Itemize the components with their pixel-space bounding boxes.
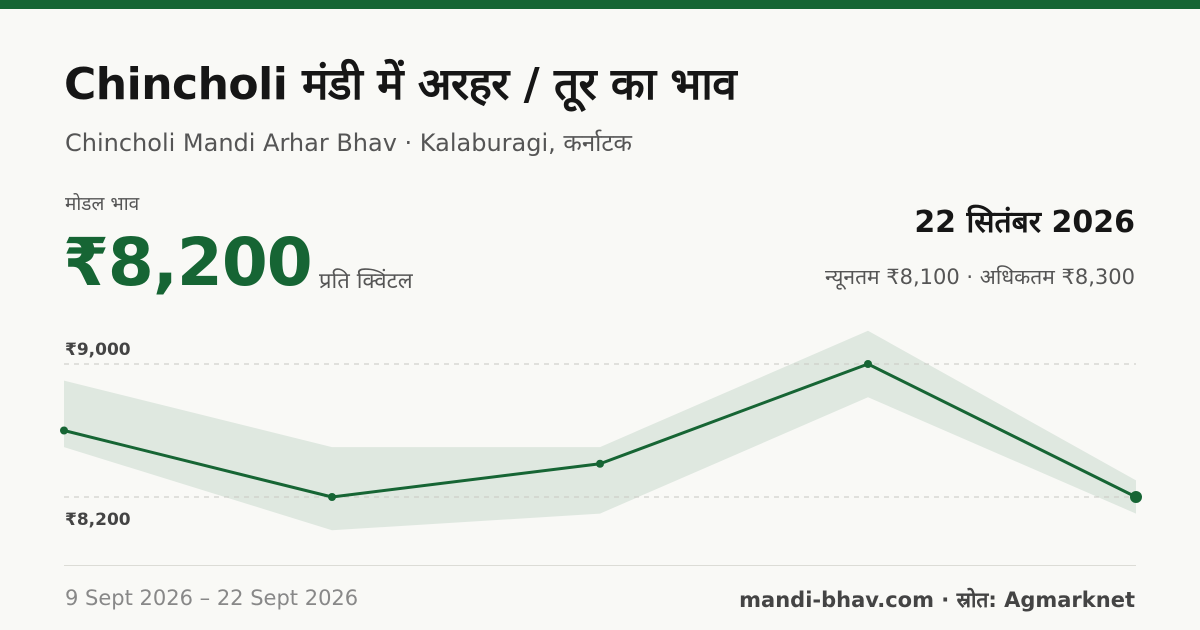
modal-price-label: मोडल भाव — [65, 193, 140, 215]
page-subtitle: Chincholi Mandi Arhar Bhav · Kalaburagi,… — [65, 129, 632, 157]
gridline-label: ₹8,200 — [65, 510, 131, 530]
min-max-range: न्यूनतम ₹8,100 · अधिकतम ₹8,300 — [825, 265, 1135, 289]
date-range: 9 Sept 2026 – 22 Sept 2026 — [65, 586, 359, 610]
price-point — [328, 493, 336, 501]
price-point — [60, 426, 68, 435]
page-title: Chincholi मंडी में अरहर / तूर का भाव — [64, 59, 737, 110]
price-point — [596, 459, 604, 468]
price-date: 22 सितंबर 2026 — [914, 205, 1135, 240]
latest-price-point — [1130, 491, 1142, 503]
min-max-band — [64, 330, 1136, 531]
modal-price-value: ₹8,200 — [63, 224, 313, 301]
price-unit: प्रति क्विंटल — [319, 269, 413, 294]
price-point — [864, 360, 872, 368]
top-accent-bar — [0, 0, 1200, 9]
gridline-label: ₹9,000 — [65, 340, 131, 360]
footer-divider — [64, 565, 1136, 566]
source-credit: mandi-bhav.com · स्रोत: Agmarknet — [739, 588, 1135, 612]
